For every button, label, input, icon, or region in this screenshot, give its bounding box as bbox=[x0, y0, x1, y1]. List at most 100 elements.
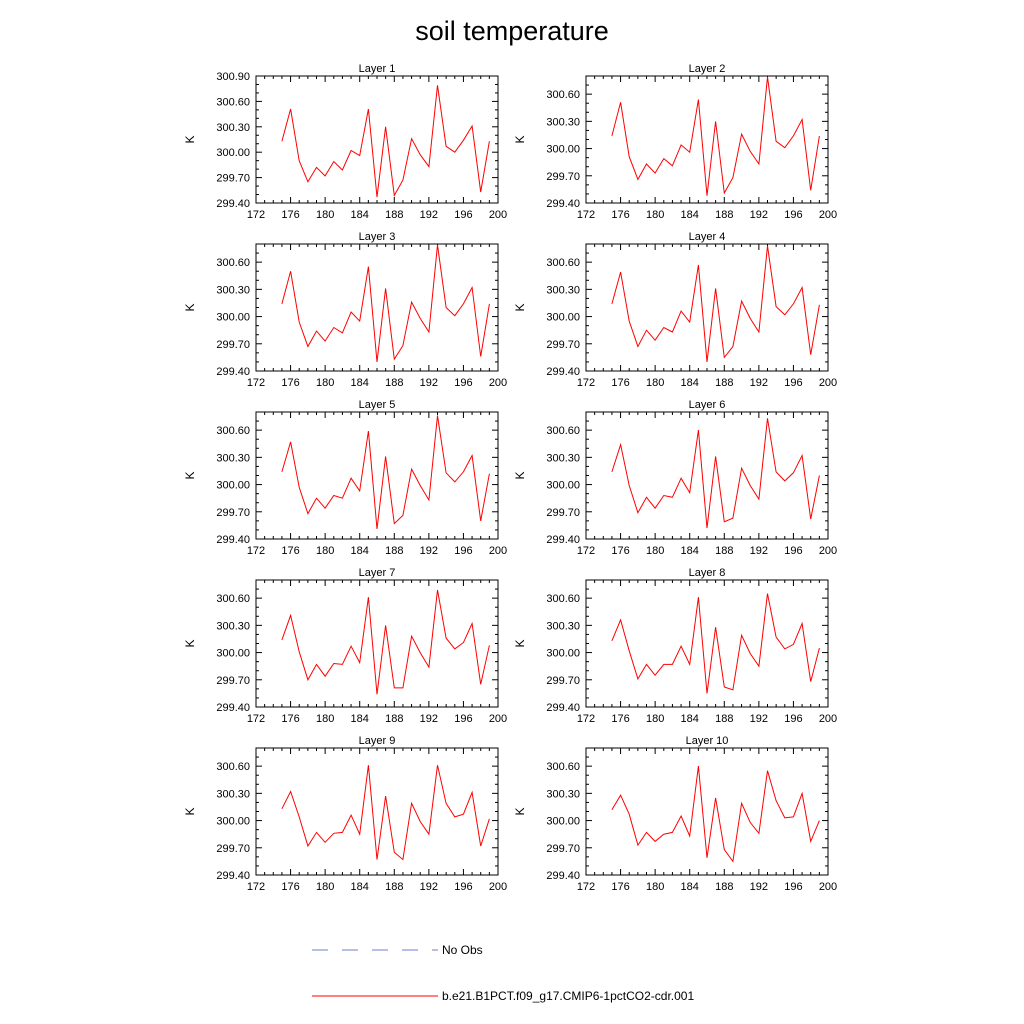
x-tick-label: 180 bbox=[646, 377, 664, 389]
y-tick-label: 300.90 bbox=[216, 71, 250, 83]
x-tick-label: 180 bbox=[316, 209, 334, 221]
x-tick-label: 176 bbox=[281, 209, 299, 221]
x-tick-label: 188 bbox=[715, 209, 733, 221]
y-tick-label: 300.00 bbox=[546, 312, 580, 324]
x-tick-label: 176 bbox=[611, 713, 629, 725]
y-tick-label: 300.30 bbox=[216, 788, 250, 800]
y-tick-label: 299.40 bbox=[216, 366, 250, 378]
x-tick-label: 196 bbox=[454, 545, 472, 557]
x-tick-label: 180 bbox=[646, 545, 664, 557]
y-tick-label: 300.00 bbox=[216, 147, 250, 159]
series-line bbox=[611, 76, 820, 196]
y-tick-label: 300.00 bbox=[546, 816, 580, 828]
series-line bbox=[611, 418, 820, 529]
x-tick-label: 180 bbox=[316, 881, 334, 893]
y-tick-label: 300.60 bbox=[546, 89, 580, 101]
x-tick-label: 196 bbox=[784, 881, 802, 893]
x-tick-label: 200 bbox=[819, 377, 837, 389]
x-tick-label: 192 bbox=[750, 209, 768, 221]
y-tick-label: 300.60 bbox=[546, 593, 580, 605]
x-tick-label: 176 bbox=[611, 881, 629, 893]
x-tick-label: 200 bbox=[489, 881, 507, 893]
y-tick-label: 299.40 bbox=[216, 870, 250, 882]
x-tick-label: 172 bbox=[577, 881, 595, 893]
series-line bbox=[281, 765, 490, 861]
panel-layer-10: Layer 10 K 172 176 180 184 188 192 196 200 299.40 2… bbox=[513, 735, 837, 893]
plot-frame bbox=[585, 243, 829, 372]
x-tick-label: 184 bbox=[681, 545, 699, 557]
y-axis-label: K bbox=[513, 471, 527, 479]
x-tick-label: 176 bbox=[611, 377, 629, 389]
x-tick-label: 180 bbox=[646, 209, 664, 221]
y-axis-label: K bbox=[183, 639, 197, 647]
x-tick-label: 172 bbox=[577, 209, 595, 221]
x-tick-label: 192 bbox=[420, 545, 438, 557]
x-tick-label: 196 bbox=[784, 545, 802, 557]
panel-layer-2: Layer 2 K 172 176 180 184 188 192 196 200 299.40 29… bbox=[513, 63, 837, 221]
panel-title: Layer 7 bbox=[359, 567, 396, 579]
x-tick-label: 200 bbox=[819, 881, 837, 893]
x-tick-label: 184 bbox=[351, 713, 369, 725]
x-tick-label: 196 bbox=[454, 713, 472, 725]
x-tick-label: 180 bbox=[316, 713, 334, 725]
x-tick-label: 180 bbox=[646, 713, 664, 725]
y-axis-label: K bbox=[513, 135, 527, 143]
x-tick-label: 172 bbox=[247, 377, 265, 389]
x-tick-label: 196 bbox=[454, 377, 472, 389]
y-tick-label: 299.40 bbox=[216, 198, 250, 210]
x-tick-label: 176 bbox=[281, 545, 299, 557]
y-tick-label: 299.40 bbox=[216, 702, 250, 714]
x-tick-label: 188 bbox=[385, 377, 403, 389]
x-tick-label: 188 bbox=[385, 713, 403, 725]
x-tick-label: 184 bbox=[351, 209, 369, 221]
x-tick-label: 172 bbox=[247, 545, 265, 557]
y-tick-label: 299.70 bbox=[546, 339, 580, 351]
y-tick-label: 300.60 bbox=[216, 593, 250, 605]
series-line bbox=[281, 589, 490, 695]
panel-title: Layer 9 bbox=[359, 735, 396, 747]
x-tick-label: 200 bbox=[489, 545, 507, 557]
x-tick-label: 192 bbox=[420, 713, 438, 725]
x-tick-label: 184 bbox=[681, 209, 699, 221]
y-tick-label: 300.00 bbox=[216, 816, 250, 828]
y-tick-label: 300.00 bbox=[546, 648, 580, 660]
y-tick-label: 299.70 bbox=[546, 675, 580, 687]
series-line bbox=[281, 85, 490, 198]
plot-frame bbox=[585, 411, 829, 540]
legend-no-obs-label: No Obs bbox=[442, 943, 483, 957]
series-line bbox=[611, 593, 820, 694]
y-tick-label: 299.40 bbox=[546, 534, 580, 546]
y-tick-label: 300.30 bbox=[216, 284, 250, 296]
panel-title: Layer 4 bbox=[689, 231, 726, 243]
x-tick-label: 192 bbox=[420, 209, 438, 221]
legend-series-label: b.e21.B1PCT.f09_g17.CMIP6-1pctCO2-cdr.00… bbox=[442, 989, 694, 1003]
x-tick-label: 188 bbox=[385, 881, 403, 893]
x-tick-label: 172 bbox=[247, 209, 265, 221]
y-tick-label: 300.30 bbox=[216, 620, 250, 632]
x-tick-label: 176 bbox=[611, 209, 629, 221]
x-tick-label: 176 bbox=[281, 881, 299, 893]
x-tick-label: 192 bbox=[750, 377, 768, 389]
panel-title: Layer 2 bbox=[689, 63, 726, 75]
y-tick-label: 299.70 bbox=[216, 173, 250, 185]
y-tick-label: 299.40 bbox=[546, 870, 580, 882]
y-tick-label: 300.60 bbox=[546, 425, 580, 437]
panel-layer-7: Layer 7 K 172 176 180 184 188 192 196 200 299.40 29… bbox=[183, 567, 507, 725]
x-tick-label: 188 bbox=[715, 377, 733, 389]
y-tick-label: 300.00 bbox=[546, 144, 580, 156]
y-axis-label: K bbox=[183, 303, 197, 311]
x-tick-label: 200 bbox=[489, 209, 507, 221]
y-tick-label: 300.60 bbox=[216, 761, 250, 773]
x-tick-label: 188 bbox=[715, 881, 733, 893]
x-tick-label: 192 bbox=[420, 377, 438, 389]
x-tick-label: 184 bbox=[681, 713, 699, 725]
x-tick-label: 188 bbox=[385, 209, 403, 221]
x-tick-label: 188 bbox=[385, 545, 403, 557]
x-tick-label: 200 bbox=[819, 713, 837, 725]
y-tick-label: 300.60 bbox=[546, 761, 580, 773]
y-tick-label: 299.70 bbox=[216, 843, 250, 855]
y-tick-label: 299.70 bbox=[216, 339, 250, 351]
x-tick-label: 176 bbox=[281, 377, 299, 389]
x-tick-label: 180 bbox=[316, 545, 334, 557]
y-tick-label: 300.30 bbox=[546, 116, 580, 128]
